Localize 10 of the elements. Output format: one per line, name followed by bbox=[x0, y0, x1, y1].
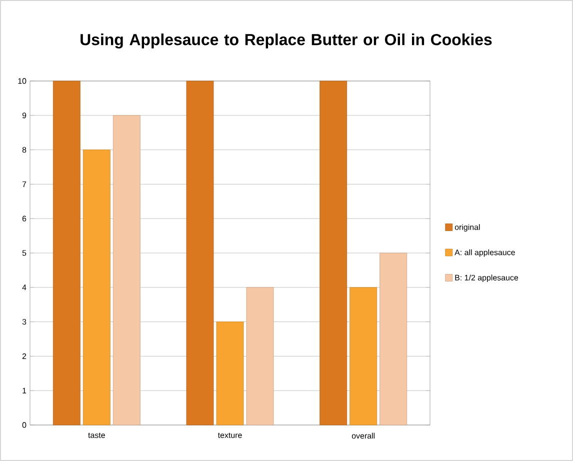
chart-title: Using Applesauce to Replace Butter or Oil in Cookies bbox=[80, 34, 492, 48]
bar bbox=[186, 80, 214, 426]
bar bbox=[112, 115, 140, 426]
bar bbox=[216, 322, 244, 426]
bar bbox=[82, 150, 110, 426]
bar bbox=[350, 287, 378, 426]
bar bbox=[246, 287, 274, 426]
bar bbox=[380, 252, 408, 426]
bar bbox=[320, 80, 348, 426]
bar bbox=[52, 80, 80, 426]
